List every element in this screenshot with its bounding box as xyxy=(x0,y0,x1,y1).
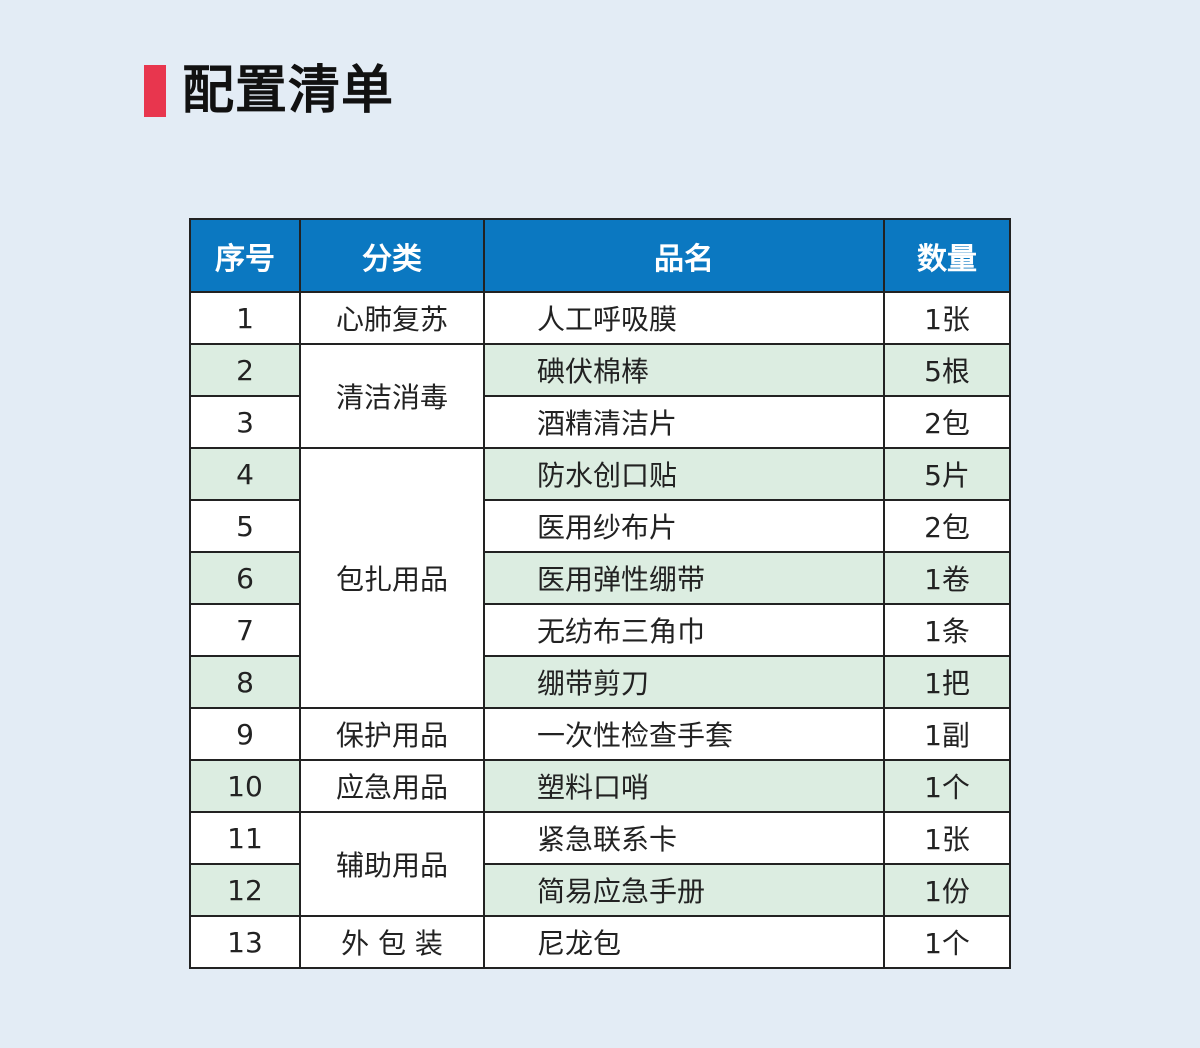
row-quantity: 2包 xyxy=(883,499,1011,553)
table-row: 13 外 包 装尼龙包 1个 xyxy=(189,915,1011,969)
row-item-name: 医用纱布片 xyxy=(483,499,885,553)
row-quantity: 1个 xyxy=(883,915,1011,969)
row-item-name: 医用弹性绷带 xyxy=(483,551,885,605)
row-item-name: 一次性检查手套 xyxy=(483,707,885,761)
table-row: 9 保护用品 一次性检查手套 1副 xyxy=(189,707,1011,761)
table-header-row: 序号 分类 品名 数量 xyxy=(189,218,1011,293)
row-quantity: 1张 xyxy=(883,811,1011,865)
row-number: 6 xyxy=(189,551,301,605)
row-category: 保护用品 xyxy=(299,707,485,761)
row-quantity: 1条 xyxy=(883,603,1011,657)
row-quantity: 1卷 xyxy=(883,551,1011,605)
table-row: 12 简易应急手册 1份 xyxy=(189,863,1011,917)
row-quantity: 5片 xyxy=(883,447,1011,501)
table-row: 6 医用弹性绷带 1卷 xyxy=(189,551,1011,605)
row-number: 10 xyxy=(189,759,301,813)
table-row: 8 绷带剪刀 1把 xyxy=(189,655,1011,709)
row-item-name: 简易应急手册 xyxy=(483,863,885,917)
row-quantity: 1个 xyxy=(883,759,1011,813)
header-no: 序号 xyxy=(189,218,301,293)
header-category: 分类 xyxy=(299,218,485,293)
row-number: 11 xyxy=(189,811,301,865)
page-title: 配置清单 xyxy=(182,61,395,121)
table-row: 7 无纺布三角巾 1条 xyxy=(189,603,1011,657)
row-quantity: 2包 xyxy=(883,395,1011,449)
row-number: 2 xyxy=(189,343,301,397)
table-row: 11 辅助用品 紧急联系卡 1张 xyxy=(189,811,1011,917)
row-category: 外 包 装 xyxy=(299,915,485,969)
table-row: 4 包扎用品 防水创口贴 5片 xyxy=(189,447,1011,709)
table-row: 1 心肺复苏 人工呼吸膜 1张 xyxy=(189,291,1011,345)
row-item-name: 紧急联系卡 xyxy=(483,811,885,865)
row-category: 应急用品 xyxy=(299,759,485,813)
header-name: 品名 xyxy=(483,218,885,293)
row-category: 辅助用品 xyxy=(299,811,485,917)
table-row: 5 医用纱布片 2包 xyxy=(189,499,1011,553)
row-number: 12 xyxy=(189,863,301,917)
row-number: 1 xyxy=(189,291,301,345)
row-number: 7 xyxy=(189,603,301,657)
title-accent-bar xyxy=(144,65,166,117)
row-item-name: 无纺布三角巾 xyxy=(483,603,885,657)
row-number: 5 xyxy=(189,499,301,553)
row-quantity: 5根 xyxy=(883,343,1011,397)
row-number: 8 xyxy=(189,655,301,709)
table-row: 2 清洁消毒 碘伏棉棒 5根 xyxy=(189,343,1011,449)
row-item-name: 酒精清洁片 xyxy=(483,395,885,449)
table-row: 3 酒精清洁片 2包 xyxy=(189,395,1011,449)
row-number: 9 xyxy=(189,707,301,761)
table-row: 10 应急用品 塑料口哨 1个 xyxy=(189,759,1011,813)
row-item-name: 碘伏棉棒 xyxy=(483,343,885,397)
row-quantity: 1张 xyxy=(883,291,1011,345)
row-category: 心肺复苏 xyxy=(299,291,485,345)
row-number: 4 xyxy=(189,447,301,501)
row-item-name: 防水创口贴 xyxy=(483,447,885,501)
row-quantity: 1份 xyxy=(883,863,1011,917)
row-category: 清洁消毒 xyxy=(299,343,485,449)
config-list-table: 序号 分类 品名 数量 1 心肺复苏 人工呼吸膜 1张 2 清洁消毒 碘伏棉棒 5根 3 酒精清洁… xyxy=(189,218,1011,969)
row-item-name: 人工呼吸膜 xyxy=(483,291,885,345)
row-item-name: 尼龙包 xyxy=(483,915,885,969)
header-qty: 数量 xyxy=(883,218,1011,293)
row-quantity: 1副 xyxy=(883,707,1011,761)
row-item-name: 塑料口哨 xyxy=(483,759,885,813)
row-item-name: 绷带剪刀 xyxy=(483,655,885,709)
row-quantity: 1把 xyxy=(883,655,1011,709)
row-number: 13 xyxy=(189,915,301,969)
row-category: 包扎用品 xyxy=(299,447,485,709)
row-number: 3 xyxy=(189,395,301,449)
